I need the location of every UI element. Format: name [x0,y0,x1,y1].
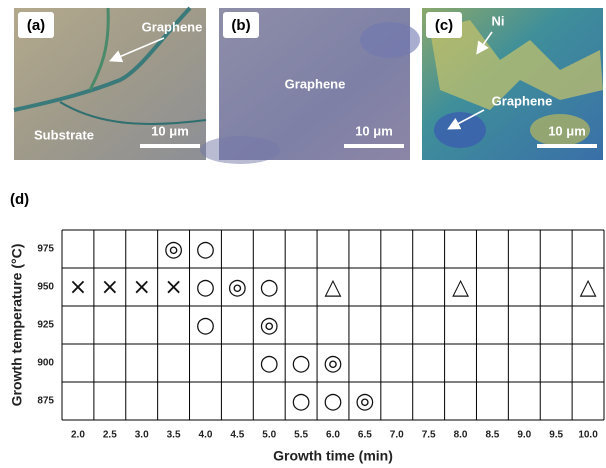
x-tick-label: 6.5 [358,430,372,441]
x-tick-label: 4.0 [199,430,213,441]
x-tick-label: 2.0 [71,430,85,441]
cell-symbol: × [101,275,119,300]
x-tick-label: 8.0 [454,430,468,441]
scale-bar-label: 10 μm [151,123,189,138]
cell-symbol: × [132,275,150,300]
annotation: Substrate [34,127,94,142]
panel-label: (a) [27,17,45,34]
x-tick-label: 5.5 [294,430,308,441]
cell-symbol: △ [325,275,342,300]
cell-symbol: ◎ [260,313,279,338]
y-tick-label: 875 [37,396,54,407]
x-tick-label: 6.0 [326,430,340,441]
scale-bar [140,144,200,148]
x-tick-label: 9.5 [549,430,563,441]
annotation: Graphene [142,19,203,34]
cell-symbol: ○ [196,313,215,338]
x-tick-label: 8.5 [485,430,499,441]
panel-label: (c) [435,17,453,34]
y-axis-title: Growth temperature (°C) [9,244,25,407]
annotation: Graphene [492,93,553,108]
x-tick-label: 3.0 [135,430,149,441]
panel-label: (d) [10,191,29,208]
scale-bar [537,144,597,148]
scale-bar-label: 10 μm [355,123,393,138]
cell-symbol: △ [580,275,597,300]
x-tick-label: 7.5 [422,430,436,441]
cell-symbol: ○ [260,275,279,300]
y-tick-label: 900 [37,358,54,369]
cell-symbol: ○ [292,389,311,414]
y-tick-label: 925 [37,320,54,331]
cell-symbol: ◎ [164,237,183,262]
cell-symbol: ○ [260,351,279,376]
y-tick-label: 950 [37,282,54,293]
x-tick-label: 9.0 [517,430,531,441]
annotation: Graphene [285,76,346,91]
panel-label: (b) [231,17,250,34]
annotation: Ni [492,13,505,28]
cell-symbol: ◎ [323,351,342,376]
x-tick-label: 3.5 [167,430,181,441]
cell-symbol: ◎ [228,275,247,300]
x-tick-label: 4.5 [230,430,244,441]
x-tick-label: 2.5 [103,430,117,441]
cell-symbol: × [69,275,87,300]
cell-symbol: ○ [323,389,342,414]
figure: (a) Graphene Substrate 10 μm (b) Graphene 10 μ… [0,0,606,468]
x-tick-label: 7.0 [390,430,404,441]
x-axis-title: Growth time (min) [273,448,393,464]
cell-symbol: ○ [196,275,215,300]
cell-symbol: × [164,275,182,300]
scale-bar [344,144,404,148]
scale-bar-label: 10 μm [548,123,586,138]
cell-symbol: △ [452,275,469,300]
x-tick-label: 5.0 [262,430,276,441]
y-tick-label: 975 [37,244,54,255]
cell-symbol: ◎ [355,389,374,414]
x-tick-label: 10.0 [578,430,598,441]
cell-symbol: ○ [196,237,215,262]
cell-symbol: ○ [292,351,311,376]
